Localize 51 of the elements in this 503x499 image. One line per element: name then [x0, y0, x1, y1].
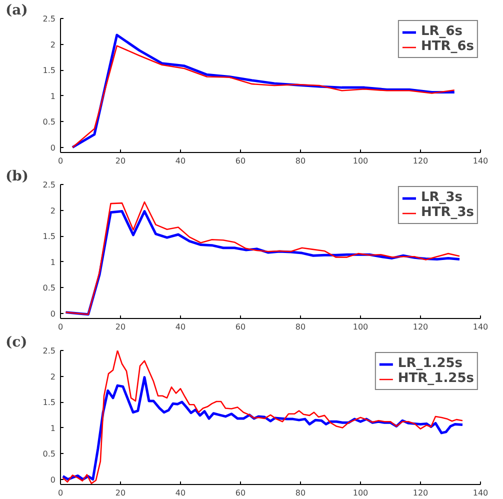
legend-label: LR_3s: [420, 190, 463, 205]
y-tick-label: 1: [50, 92, 56, 101]
y-tick-label: 2: [50, 372, 56, 382]
x-tick-label: 80: [295, 156, 306, 166]
x-tick-label: 20: [115, 322, 126, 332]
y-tick-label: 2: [50, 206, 56, 216]
x-tick-label: 0: [58, 156, 64, 166]
x-tick-label: 100: [352, 322, 368, 332]
y-tick-label: 0.5: [42, 450, 56, 459]
x-tick-label: 40: [175, 156, 186, 166]
chart-title: (a): [6, 2, 28, 18]
y-tick-label: 1.5: [42, 66, 56, 76]
y-tick-label: 0: [50, 309, 56, 318]
x-tick-label: 60: [235, 488, 246, 498]
x-tick-label: 60: [235, 322, 246, 332]
x-tick-label: 60: [235, 156, 246, 166]
y-tick-label: 1: [50, 258, 56, 267]
x-tick-label: 40: [175, 488, 186, 498]
x-tick-label: 80: [295, 322, 306, 332]
y-tick-label: 1.5: [42, 232, 56, 242]
x-tick-label: 140: [472, 322, 488, 332]
x-tick-label: 100: [352, 488, 368, 498]
y-tick-label: 1.5: [42, 398, 56, 408]
y-tick-label: 2: [50, 40, 56, 50]
y-tick-label: 0.5: [42, 118, 56, 127]
x-tick-label: 20: [115, 488, 126, 498]
x-tick-label: 80: [295, 488, 306, 498]
y-tick-label: 2.5: [42, 346, 56, 356]
y-tick-label: 1: [50, 424, 56, 433]
y-tick-label: 0: [50, 475, 56, 484]
legend-label: HTR_1.25s: [398, 371, 474, 386]
x-tick-label: 120: [412, 322, 428, 332]
x-tick-label: 100: [352, 156, 368, 166]
y-tick-label: 2.5: [42, 180, 56, 190]
x-tick-label: 120: [412, 156, 428, 166]
x-tick-label: 40: [175, 322, 186, 332]
x-tick-label: 140: [472, 156, 488, 166]
x-tick-label: 20: [115, 156, 126, 166]
legend-label: HTR_6s: [420, 39, 474, 54]
y-tick-label: 0: [50, 143, 56, 152]
legend-label: HTR_3s: [420, 205, 474, 220]
y-tick-label: 0.5: [42, 284, 56, 293]
x-tick-label: 140: [472, 488, 488, 498]
x-tick-label: 0: [58, 322, 64, 332]
x-tick-label: 0: [58, 488, 64, 498]
legend-label: LR_1.25s: [398, 356, 463, 371]
y-tick-label: 2.5: [42, 14, 56, 24]
legend-label: LR_6s: [420, 24, 463, 39]
chart-title: (b): [6, 168, 29, 184]
x-tick-label: 120: [412, 488, 428, 498]
chart-title: (c): [6, 334, 28, 350]
